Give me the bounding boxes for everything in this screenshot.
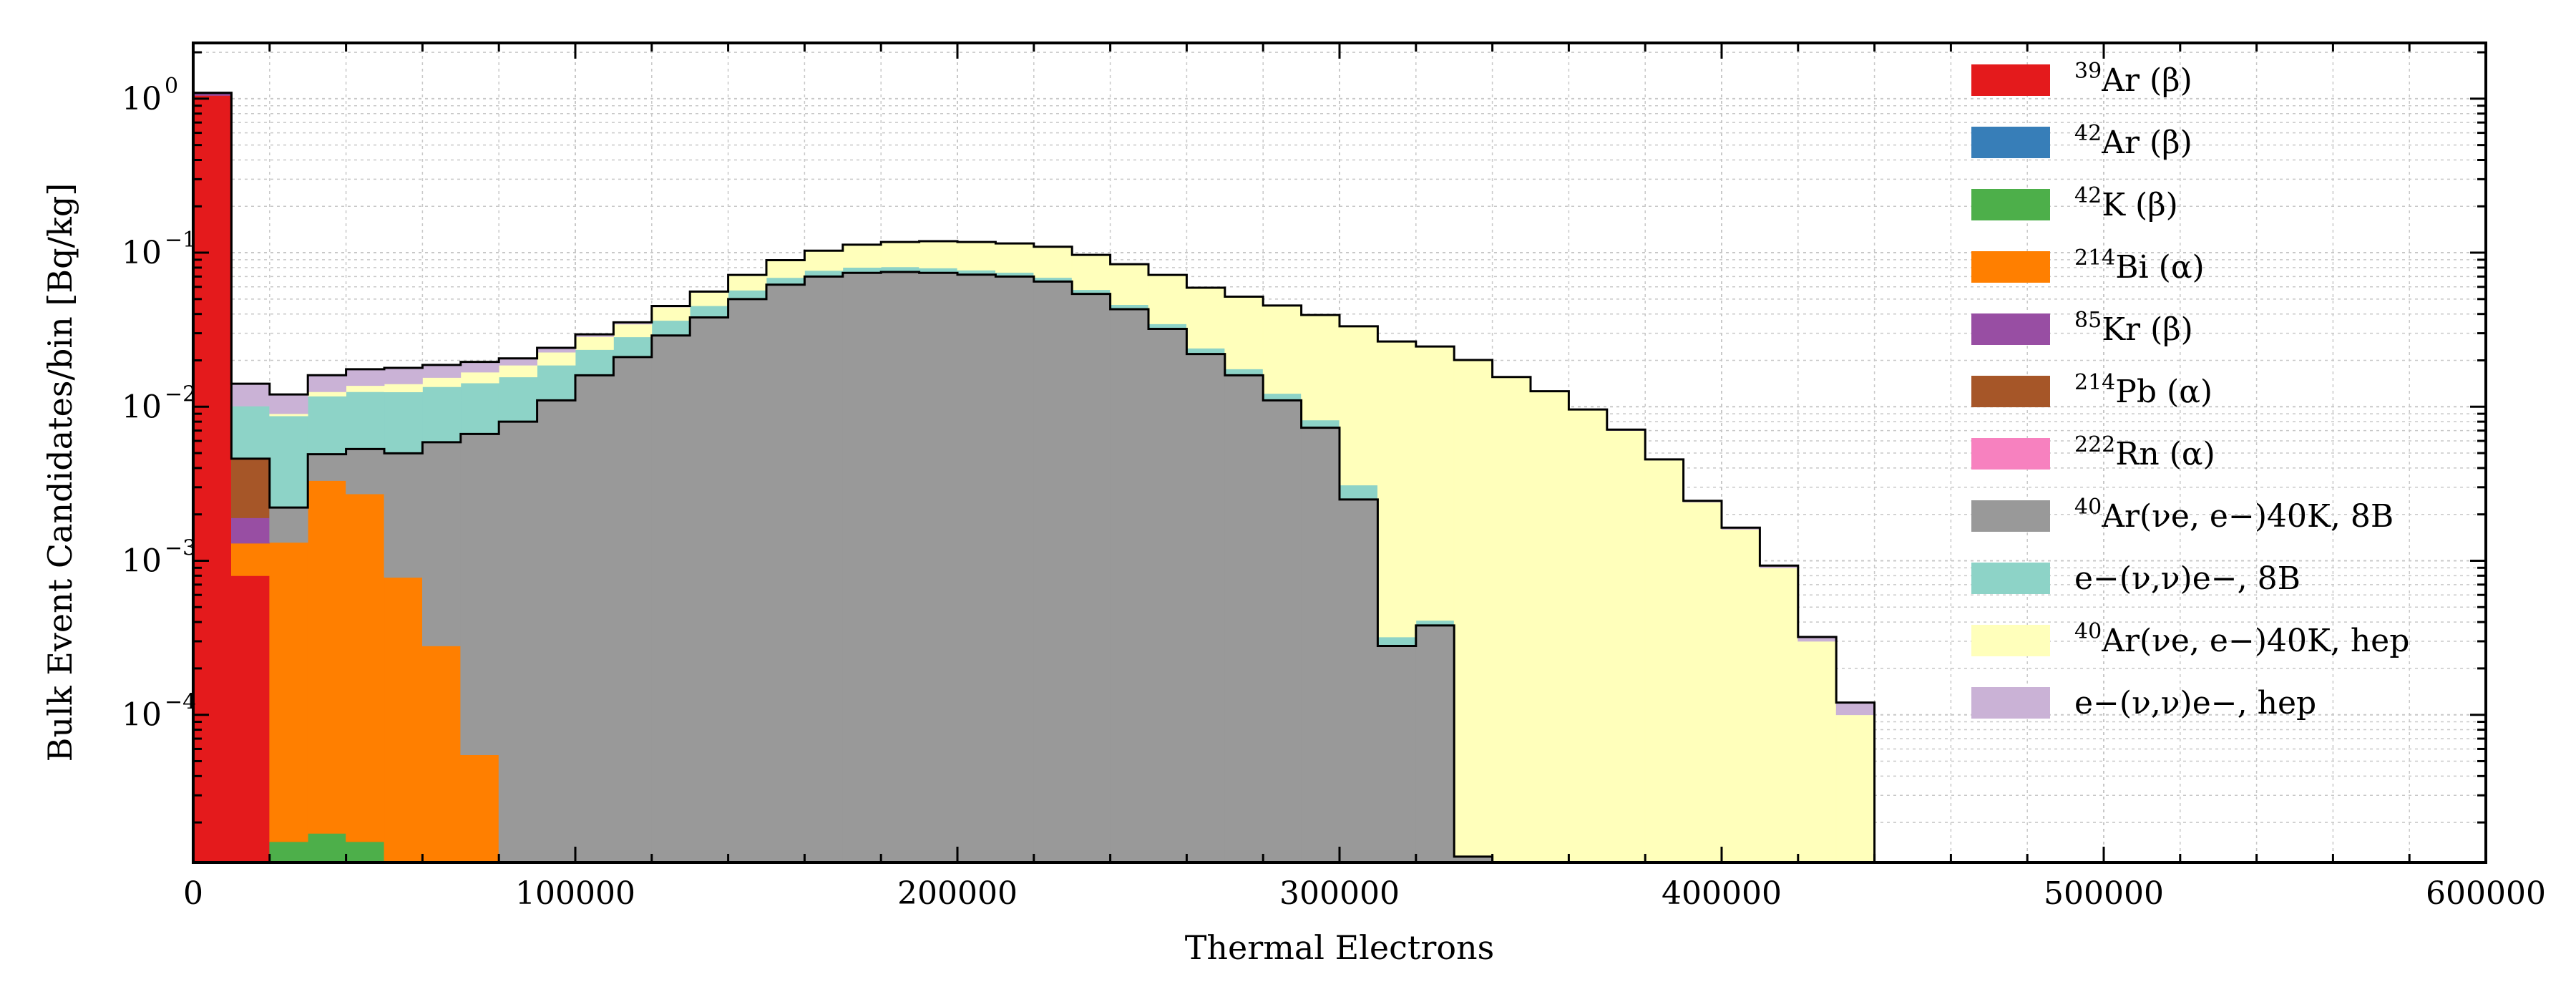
legend-swatch-kr85 (1971, 313, 2050, 345)
y-tick-exponent: −2 (165, 381, 196, 407)
legend-label-es8b: e−(ν,ν)e−, 8B (2074, 560, 2301, 597)
x-tick-label: 100000 (515, 875, 635, 912)
legend-swatch-pb214 (1971, 376, 2050, 407)
y-axis-label: Bulk Event Candidates/bin [Bq/kg] (41, 183, 79, 762)
y-tick-exponent: −3 (165, 535, 196, 560)
legend-label-ar39: 39Ar (β) (2074, 59, 2192, 99)
legend-swatch-eshep (1971, 687, 2050, 719)
x-tick-label: 500000 (2044, 875, 2164, 912)
ticks: 0 100000 200000 300000 400000 500000 60000010−… (122, 43, 2546, 912)
legend-swatch-ar39 (1971, 64, 2050, 96)
y-tick-label: 10 (122, 235, 162, 271)
legend-swatch-bi214 (1971, 251, 2050, 283)
outline-cc8b (192, 92, 1875, 864)
y-tick-label: 10 (122, 543, 162, 579)
y-tick-label: 10 (122, 389, 162, 425)
area-bi214 (231, 480, 499, 863)
y-tick-exponent: −4 (165, 690, 196, 715)
legend-swatch-k42 (1971, 189, 2050, 220)
y-tick-label: 10 (122, 81, 162, 117)
x-tick-label: 0 (183, 875, 203, 912)
legend-label-kr85: 85Kr (β) (2074, 308, 2193, 348)
area-pb214 (231, 458, 270, 518)
legend-label-k42: 42K (β) (2074, 183, 2178, 223)
x-axis-label: Thermal Electrons (1185, 928, 1495, 967)
y-tick-exponent: 0 (165, 74, 178, 99)
outline-total (192, 92, 1876, 862)
x-tick-label: 600000 (2426, 875, 2546, 912)
legend-label-cc8b: 40Ar(νe, e−)40K, 8B (2074, 495, 2394, 535)
y-tick-exponent: −1 (165, 228, 196, 253)
legend-label-pb214: 214Pb (α) (2074, 370, 2212, 410)
legend-swatch-es8b (1971, 563, 2050, 594)
y-tick-label: 10 (122, 697, 162, 734)
stacked-areas (192, 92, 1876, 864)
legend-swatch-cc8b (1971, 500, 2050, 532)
legend-label-eshep: e−(ν,ν)e−, hep (2074, 685, 2316, 721)
legend-swatch-rn222 (1971, 438, 2050, 470)
legend-label-ar42: 42Ar (β) (2074, 121, 2192, 161)
x-tick-label: 400000 (1662, 875, 1782, 912)
legend-label-bi214: 214Bi (α) (2074, 245, 2205, 286)
legend-swatch-cchep (1971, 625, 2050, 656)
legend: 39Ar (β) 42Ar (β) 42K (β) 214Bi (α) 85Kr (β)… (1971, 59, 2409, 721)
x-tick-label: 200000 (897, 875, 1018, 912)
legend-label-rn222: 222Rn (α) (2074, 432, 2215, 472)
x-tick-label: 300000 (1279, 875, 1400, 912)
legend-swatch-ar42 (1971, 127, 2050, 158)
legend-label-cchep: 40Ar(νe, e−)40K, hep (2074, 619, 2409, 659)
